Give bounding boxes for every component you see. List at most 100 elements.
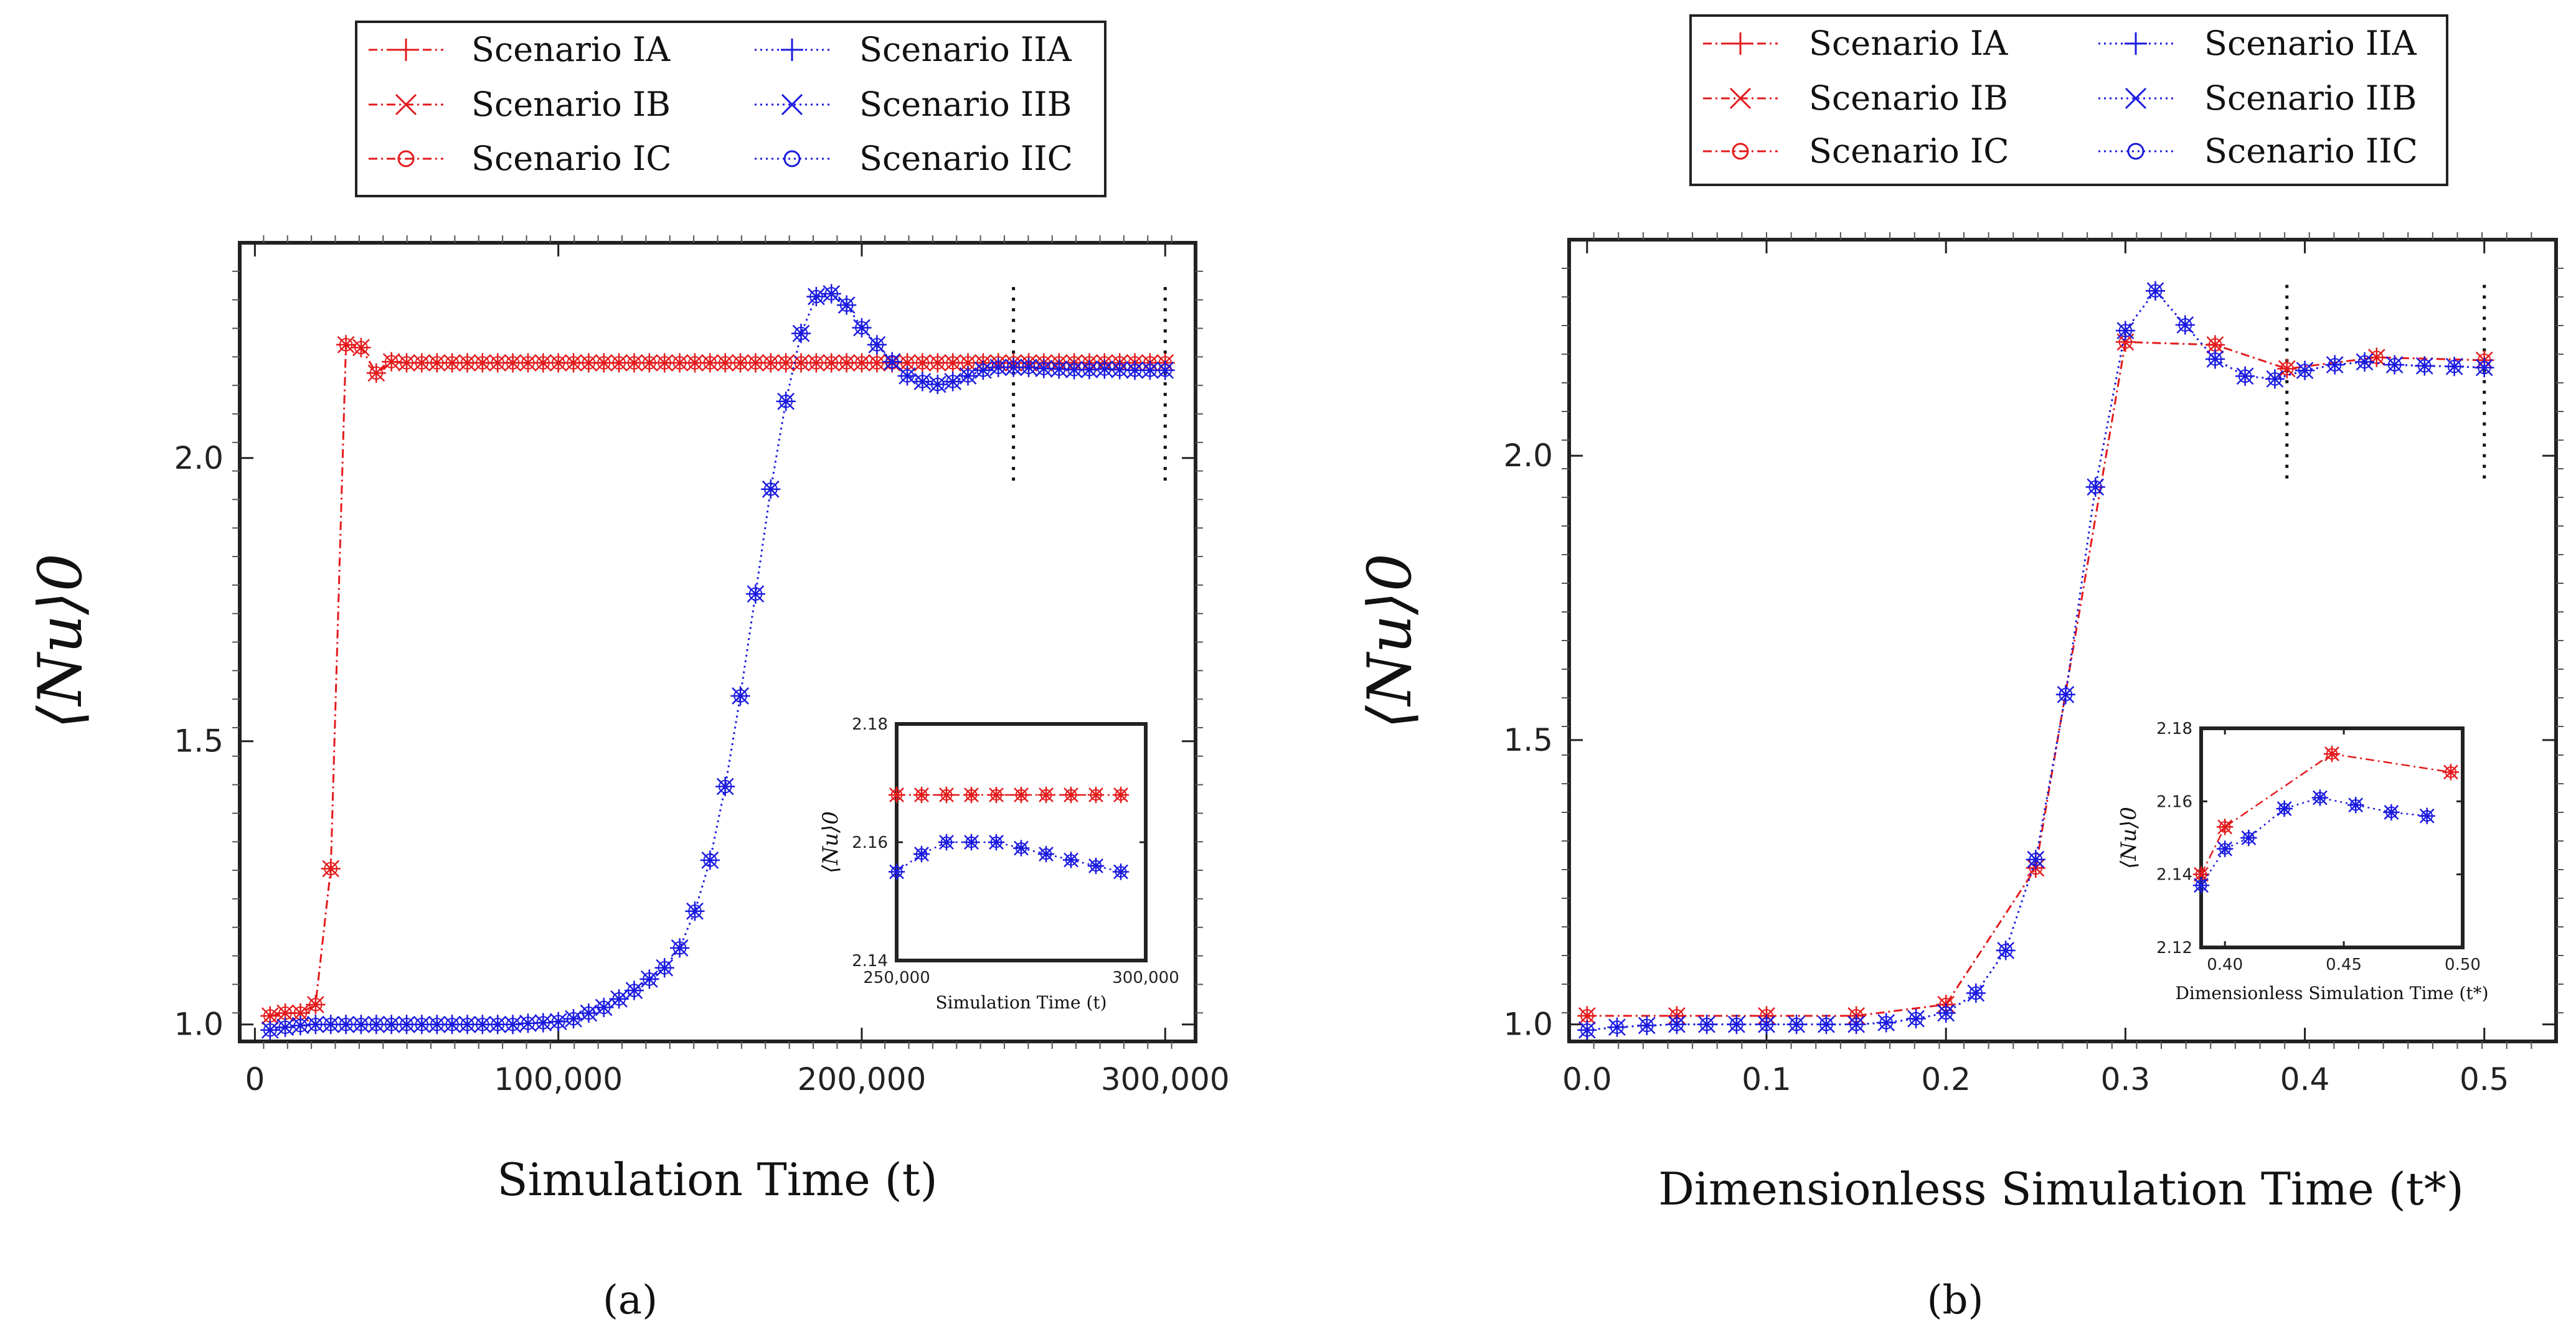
x-tick-label-1: 0.45	[2326, 956, 2362, 974]
point-1-25	[639, 969, 659, 989]
point-1-27	[669, 938, 690, 958]
x-tick-label-3: 0.3	[2101, 1061, 2151, 1097]
x-tick-label-1: 100,000	[494, 1061, 623, 1097]
point-1-26-o	[2357, 355, 2372, 369]
point-1-12-o	[1939, 1006, 1953, 1020]
point-1-0	[2192, 877, 2210, 894]
point-1-6-o	[1040, 848, 1052, 860]
point-1-24-o	[2298, 364, 2312, 377]
point-1-6-o	[1760, 1017, 1773, 1031]
point-1-18	[533, 1013, 553, 1033]
y-tick-label-3: 2.18	[2156, 720, 2192, 738]
inset-tick-marks-b	[2201, 727, 2464, 949]
point-1-0	[888, 863, 905, 880]
point-0-1-o	[2219, 821, 2231, 833]
point-0-3	[306, 995, 326, 1015]
point-1-18-o	[536, 1016, 550, 1030]
inset-series-a	[888, 786, 1130, 880]
point-1-4-o	[2314, 792, 2326, 804]
point-1-1	[2216, 840, 2234, 857]
y-tick-label-1: 1.5	[1503, 722, 1553, 758]
point-1-13	[1966, 983, 1986, 1003]
point-0-18	[533, 353, 553, 373]
point-1-8	[1087, 857, 1105, 875]
point-1-20	[564, 1009, 583, 1029]
point-1-26	[2354, 352, 2375, 372]
x-tick-label-2: 0.50	[2445, 956, 2481, 974]
point-0-15	[488, 353, 507, 373]
point-1-46	[958, 366, 978, 386]
point-1-26	[654, 958, 674, 978]
point-1-9	[1846, 1014, 1866, 1035]
point-1-28-o	[688, 904, 702, 918]
legend-b-entry-5: Scenario IIC	[2098, 131, 2418, 171]
point-1-40-o	[870, 338, 884, 352]
x-tick-label-0: 0.0	[1562, 1061, 1612, 1097]
point-1-21-o	[582, 1006, 596, 1020]
point-1-35	[791, 323, 811, 344]
point-0-3	[963, 786, 980, 804]
point-1-30-o	[718, 779, 732, 794]
legend-a-box	[355, 21, 1106, 197]
point-1-7	[1062, 852, 1080, 868]
x-tick-label-2: 200,000	[798, 1061, 927, 1097]
point-1-8	[1816, 1014, 1836, 1035]
point-0-6	[1037, 786, 1055, 804]
point-1-10-o	[1879, 1016, 1893, 1030]
point-1-0-o	[890, 866, 903, 878]
legend-a-entry-4: Scenario IIB	[755, 85, 1072, 124]
y-tick-label-1: 2.14	[2156, 866, 2192, 885]
point-1-7	[1786, 1014, 1806, 1035]
point-0-39	[852, 353, 872, 373]
inset-y-axis-label-a: ⟨Nu⟩0	[818, 811, 843, 873]
point-1-0-o	[2195, 880, 2207, 891]
inset-a: 250,000 300,000 2.14 2.16 2.18 Simulation Ti…	[818, 715, 1179, 1013]
legend-b-entry-0: Scenario IA	[1703, 24, 2008, 63]
point-1-31-o	[734, 689, 747, 703]
point-1-22	[2235, 366, 2255, 386]
point-1-22-o	[597, 1000, 611, 1015]
point-1-2	[1637, 1015, 1657, 1036]
point-1-7-o	[1065, 854, 1077, 866]
point-1-5-o	[1015, 842, 1027, 854]
point-1-42	[897, 366, 917, 386]
point-1-18	[2115, 321, 2135, 341]
point-1-34-o	[779, 395, 793, 408]
point-1-12	[1936, 1003, 1956, 1023]
point-0-3-o	[2445, 766, 2457, 778]
x-tick-label-1: 0.1	[1742, 1061, 1791, 1097]
point-1-16-o	[506, 1017, 520, 1031]
point-1-19	[2145, 281, 2166, 301]
point-1-7	[2418, 807, 2435, 824]
legend-b-marker-4	[2125, 87, 2147, 110]
legend-b-marker-3	[2125, 32, 2147, 55]
point-1-23-o	[612, 992, 626, 1006]
point-1-3	[963, 834, 980, 851]
point-0-8	[2277, 359, 2297, 378]
point-1-41	[882, 352, 902, 372]
point-1-3	[2276, 800, 2293, 817]
x-tick-label-0: 0	[245, 1061, 265, 1097]
point-1-27	[2385, 355, 2405, 375]
point-1-1	[1607, 1017, 1627, 1037]
point-0-0	[2192, 866, 2210, 883]
y-tick-label-0: 2.12	[2156, 939, 2192, 957]
point-1-8-o	[1819, 1017, 1833, 1031]
point-0-3	[2442, 764, 2460, 781]
point-1-45	[943, 372, 963, 392]
point-1-5	[1727, 1014, 1747, 1035]
series-b	[1577, 281, 2494, 1040]
point-1-4	[321, 1015, 341, 1035]
y-axis-label-a: ⟨Nu⟩0	[26, 553, 95, 729]
legend-a-marker-4	[781, 93, 803, 116]
legend-b-label-1: Scenario IB	[1809, 78, 2008, 118]
point-1-17	[2085, 477, 2105, 497]
legend-a-marker-5	[783, 150, 801, 167]
point-1-13-o	[1969, 986, 1983, 1000]
point-0-45	[943, 353, 963, 373]
point-1-29	[700, 850, 720, 870]
x-tick-label-5: 0.5	[2460, 1061, 2509, 1097]
point-1-16	[502, 1015, 523, 1035]
y-tick-label-0: 2.14	[852, 952, 888, 970]
y-tick-label-0: 1.0	[174, 1007, 224, 1043]
